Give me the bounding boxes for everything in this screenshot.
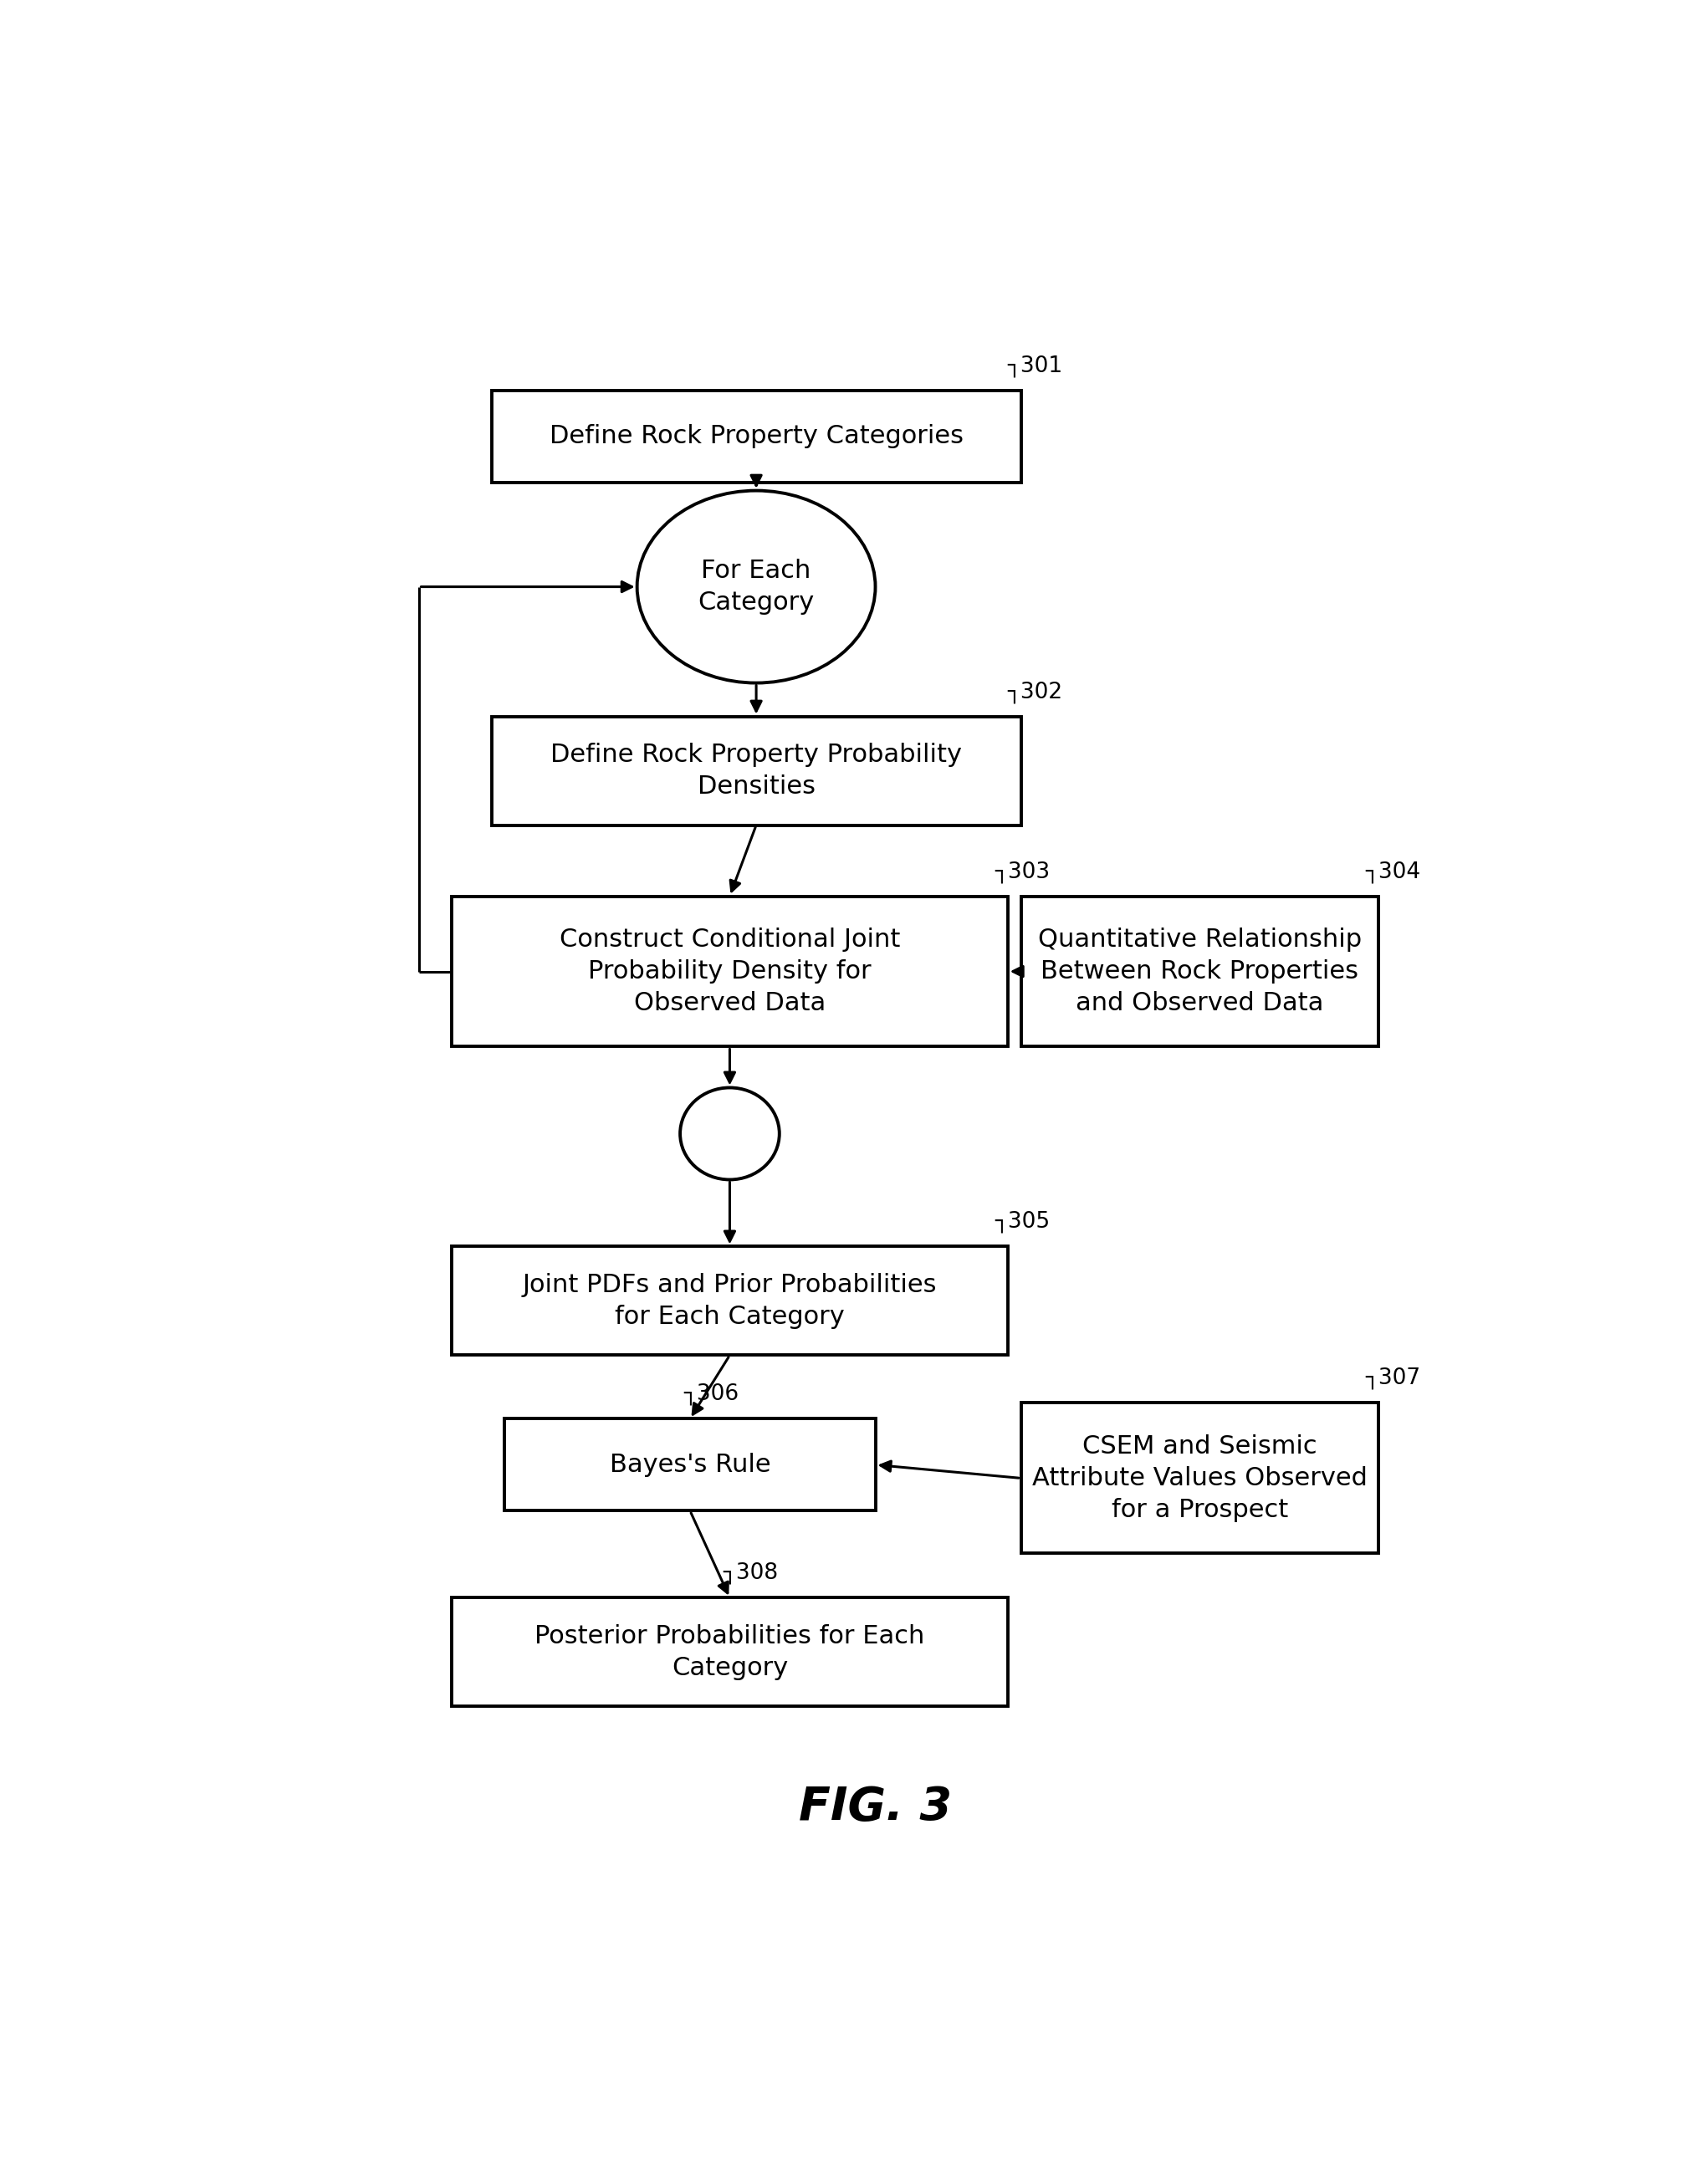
Text: Construct Conditional Joint
Probability Density for
Observed Data: Construct Conditional Joint Probability … bbox=[560, 927, 900, 1016]
FancyBboxPatch shape bbox=[1021, 897, 1378, 1047]
Text: ┐306: ┐306 bbox=[683, 1384, 740, 1405]
Text: ┐302: ┐302 bbox=[1008, 680, 1062, 704]
Text: Quantitative Relationship
Between Rock Properties
and Observed Data: Quantitative Relationship Between Rock P… bbox=[1038, 927, 1361, 1016]
Text: Posterior Probabilities for Each
Category: Posterior Probabilities for Each Categor… bbox=[535, 1625, 924, 1681]
Text: Bayes's Rule: Bayes's Rule bbox=[610, 1453, 770, 1477]
Text: Define Rock Property Categories: Define Rock Property Categories bbox=[550, 424, 963, 447]
Text: ┐305: ┐305 bbox=[994, 1212, 1050, 1234]
FancyBboxPatch shape bbox=[451, 897, 1008, 1047]
Text: ┐301: ┐301 bbox=[1008, 354, 1062, 378]
FancyBboxPatch shape bbox=[451, 1247, 1008, 1355]
FancyBboxPatch shape bbox=[492, 391, 1021, 482]
Text: ┐307: ┐307 bbox=[1365, 1368, 1421, 1390]
FancyBboxPatch shape bbox=[492, 717, 1021, 825]
Ellipse shape bbox=[680, 1088, 779, 1179]
Ellipse shape bbox=[637, 491, 874, 682]
Text: For Each
Category: For Each Category bbox=[699, 558, 815, 615]
Text: ┐303: ┐303 bbox=[994, 860, 1050, 882]
Text: Define Rock Property Probability
Densities: Define Rock Property Probability Densiti… bbox=[550, 743, 962, 799]
Text: FIG. 3: FIG. 3 bbox=[799, 1785, 951, 1831]
Text: CSEM and Seismic
Attribute Values Observed
for a Prospect: CSEM and Seismic Attribute Values Observ… bbox=[1032, 1434, 1368, 1523]
Text: ┐308: ┐308 bbox=[722, 1562, 779, 1583]
FancyBboxPatch shape bbox=[451, 1599, 1008, 1707]
FancyBboxPatch shape bbox=[506, 1418, 874, 1512]
Text: ┐304: ┐304 bbox=[1365, 860, 1421, 882]
Text: Joint PDFs and Prior Probabilities
for Each Category: Joint PDFs and Prior Probabilities for E… bbox=[523, 1273, 938, 1329]
FancyBboxPatch shape bbox=[1021, 1403, 1378, 1553]
